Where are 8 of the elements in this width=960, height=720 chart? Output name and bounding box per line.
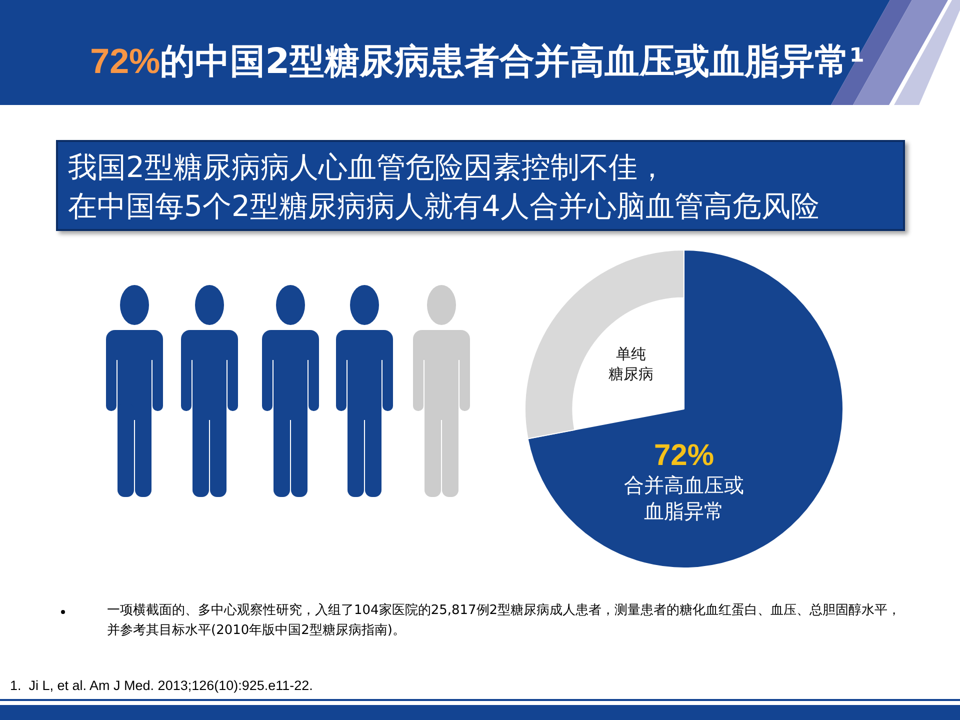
chart-subtitle: 我国2型糖尿病病人心血管危险因素控制不佳，在中国每5个2型糖尿病病人就有4人合并心脑血管高危风险 [68, 149, 820, 225]
chart-title: 72%的中国2型糖尿病患者合并高血压或血脂异常¹ [90, 42, 865, 82]
slice-label: 单纯糖尿病 [608, 344, 654, 383]
data-label: 72% [654, 439, 714, 472]
banner-box: 我国2型糖尿病病人心血管危险因素控制不佳，在中国每5个2型糖尿病病人就有4人合并心脑血管高危风险 [56, 140, 905, 231]
text: 一项横截面的、多中心观察性研究，入组了104家医院的25,817例2型糖尿病成人患者，测量患者的糖化血红蛋白、血压、总胆固醇水平，并参考其目标水平(2010年版中国2型糖尿病指南)。 [107, 602, 902, 640]
text: 1. Ji L, et al. Am J Med. 2013;126(10):925.e11-22. [10, 677, 313, 695]
slice-label: 合并高血压或血脂异常 [624, 473, 744, 524]
